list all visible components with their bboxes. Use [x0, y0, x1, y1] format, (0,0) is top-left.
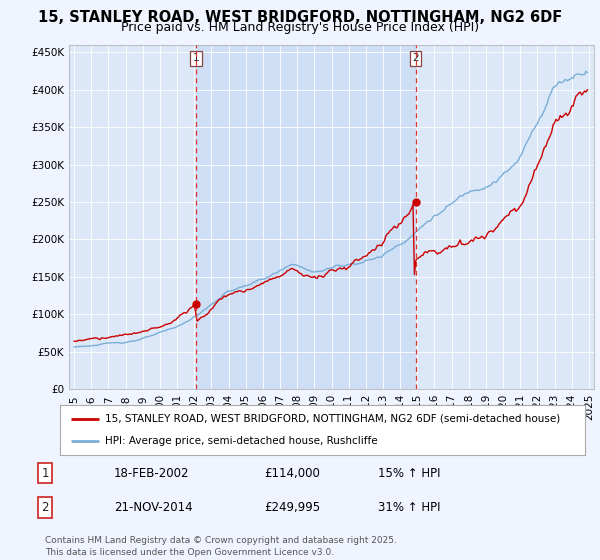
Text: £249,995: £249,995 — [264, 501, 320, 514]
Text: Contains HM Land Registry data © Crown copyright and database right 2025.
This d: Contains HM Land Registry data © Crown c… — [45, 536, 397, 557]
Text: £114,000: £114,000 — [264, 467, 320, 480]
Text: 1: 1 — [41, 467, 49, 480]
Text: 2: 2 — [41, 501, 49, 514]
Text: HPI: Average price, semi-detached house, Rushcliffe: HPI: Average price, semi-detached house,… — [104, 436, 377, 446]
Text: 31% ↑ HPI: 31% ↑ HPI — [378, 501, 440, 514]
Text: 21-NOV-2014: 21-NOV-2014 — [114, 501, 193, 514]
Text: 18-FEB-2002: 18-FEB-2002 — [114, 467, 190, 480]
Text: 2: 2 — [412, 53, 419, 63]
Bar — [196, 45, 416, 389]
Text: 1: 1 — [193, 53, 200, 63]
Text: 15% ↑ HPI: 15% ↑ HPI — [378, 467, 440, 480]
Text: 15, STANLEY ROAD, WEST BRIDGFORD, NOTTINGHAM, NG2 6DF: 15, STANLEY ROAD, WEST BRIDGFORD, NOTTIN… — [38, 10, 562, 25]
Text: 15, STANLEY ROAD, WEST BRIDGFORD, NOTTINGHAM, NG2 6DF (semi-detached house): 15, STANLEY ROAD, WEST BRIDGFORD, NOTTIN… — [104, 414, 560, 424]
Text: Price paid vs. HM Land Registry's House Price Index (HPI): Price paid vs. HM Land Registry's House … — [121, 21, 479, 34]
